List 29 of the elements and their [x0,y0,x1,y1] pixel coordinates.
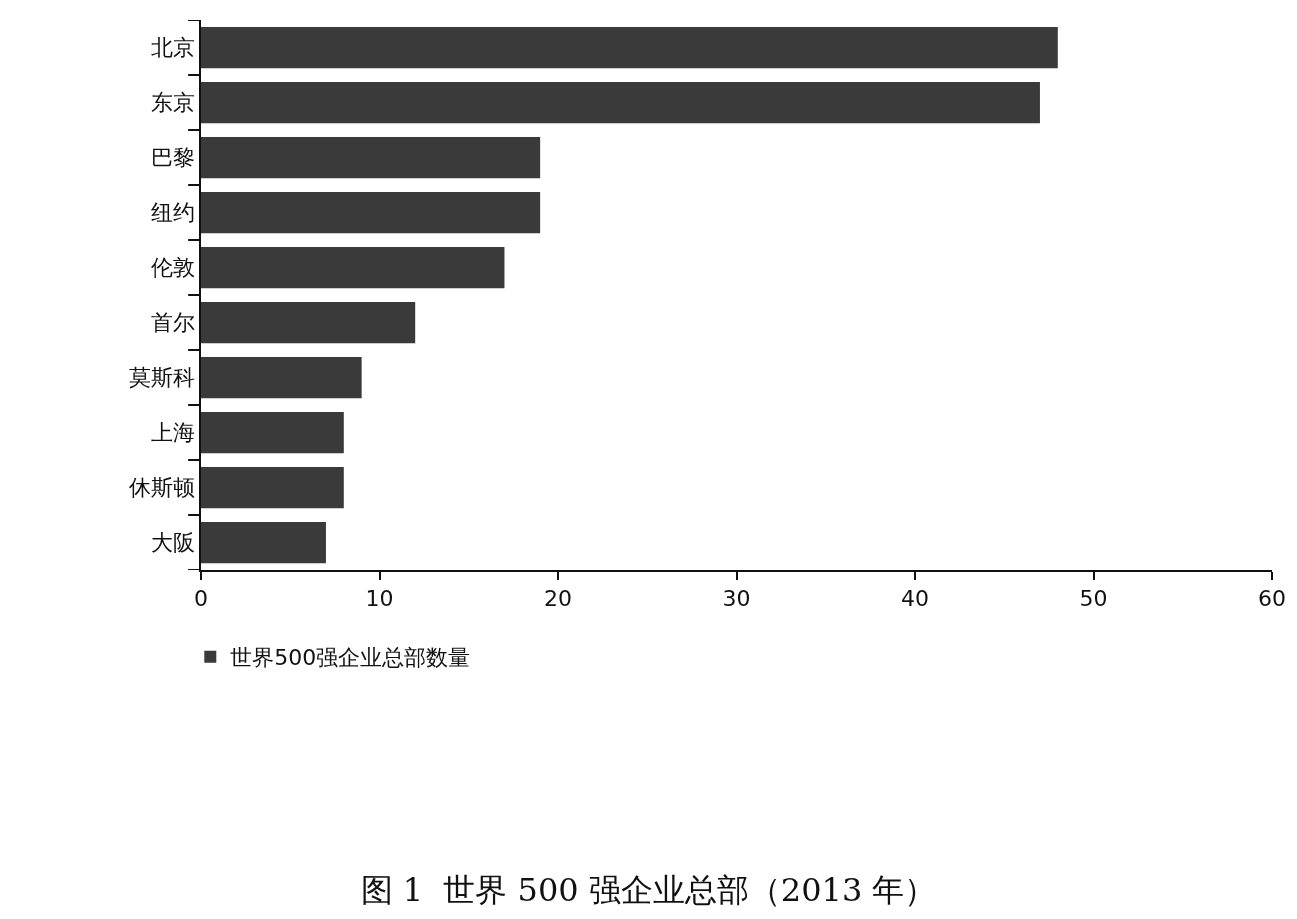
y-tick-label: 首尔 [150,310,195,336]
bar [201,356,362,399]
legend-label: 世界500强企业总部数量 [230,645,471,671]
x-tick-label: 10 [365,586,394,612]
bar [201,466,344,509]
bar [201,301,416,344]
y-tick-label: 巴黎 [150,145,195,171]
x-tick-label: 0 [194,586,208,612]
bar [201,411,344,454]
bar [201,26,1058,69]
x-tick-label: 30 [722,586,751,612]
bar [201,191,541,234]
y-tick-label: 纽约 [150,200,195,226]
x-tick-label: 60 [1258,586,1286,612]
y-tick-label: 北京 [150,35,195,61]
bar [201,136,541,179]
bar [201,81,1040,124]
y-tick-label: 大阪 [150,530,195,556]
x-tick-label: 40 [901,586,929,612]
x-tick-label: 20 [544,586,572,612]
bar [201,521,326,564]
text: 图 1 世界 500 强企业总部（2013 年） [360,870,937,909]
y-tick-label: 上海 [150,420,195,446]
y-tick-label: 莫斯科 [128,365,195,391]
y-tick-label: 休斯顿 [128,475,195,501]
y-tick-label: 伦敦 [150,255,195,281]
y-tick-label: 东京 [150,90,195,116]
x-tick-label: 50 [1079,586,1108,612]
bar [201,246,505,289]
